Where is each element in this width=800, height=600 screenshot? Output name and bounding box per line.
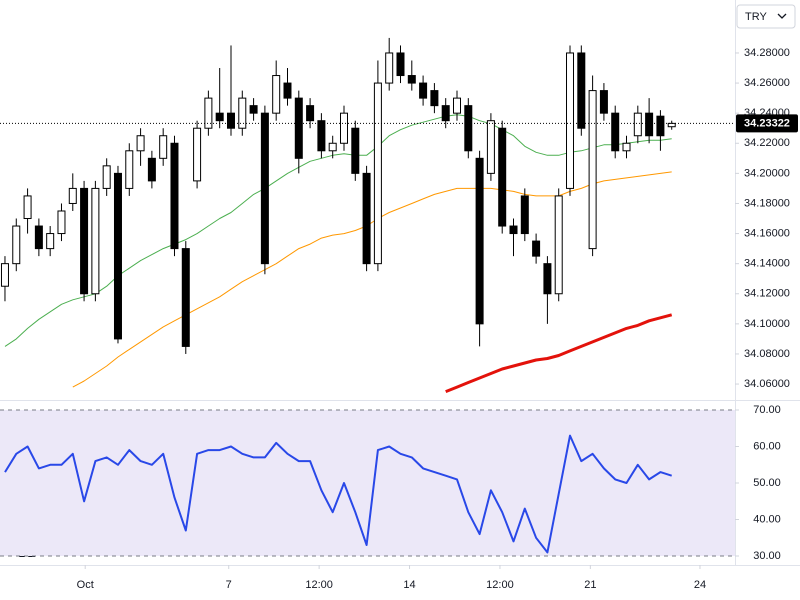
y-tick-label: 40.00 (753, 513, 781, 525)
candle-body (509, 225, 518, 235)
x-tick-label: 12:00 (305, 579, 333, 591)
x-tick-label: 12:00 (486, 579, 514, 591)
candle-body (294, 97, 303, 159)
candle-body (272, 75, 281, 114)
y-tick-label: 70.00 (753, 404, 781, 416)
candle-body (339, 112, 348, 144)
x-tick-label: 21 (584, 579, 596, 591)
candle-body (306, 105, 315, 122)
y-tick-label: 30.00 (753, 550, 781, 562)
candle-body (238, 97, 247, 129)
candle-body (656, 115, 665, 137)
candle-body (577, 52, 586, 129)
candle-body (204, 97, 213, 129)
candle-body (622, 142, 631, 152)
candle-body (566, 52, 575, 189)
y-tick-label: 34.16000 (744, 227, 790, 239)
candle-body (80, 187, 89, 295)
candle-body (23, 195, 32, 220)
candle-body (362, 172, 371, 265)
y-tick-label: 34.28000 (744, 47, 790, 59)
x-tick-label: 14 (403, 579, 415, 591)
candle-body (159, 135, 168, 159)
candle-body (543, 263, 552, 295)
candle-body (102, 165, 111, 189)
candle-body (373, 82, 382, 265)
chevron (777, 13, 787, 19)
currency-label[interactable]: TRY (745, 11, 767, 23)
y-tick-label: 34.22000 (744, 137, 790, 149)
candle-body (407, 75, 416, 84)
y-tick-label: 34.26000 (744, 77, 790, 89)
candle-body (645, 112, 654, 137)
y-tick-label: 34.08000 (744, 348, 790, 360)
candle-body (113, 172, 122, 340)
moving-average (445, 313, 673, 393)
candle-body (532, 240, 541, 257)
currency-select[interactable]: TRY (736, 4, 796, 29)
candle-body (328, 142, 337, 152)
candle-body (181, 248, 190, 347)
candle-body (599, 90, 608, 114)
candle-body (91, 187, 100, 295)
candle-body (554, 195, 563, 295)
candle-body (147, 157, 156, 182)
last-price-box (736, 114, 798, 133)
y-tick-label: 34.18000 (744, 197, 790, 209)
candle-body (667, 122, 676, 128)
candle-body (125, 150, 134, 189)
candle-body (633, 112, 642, 137)
candle-body (283, 82, 292, 99)
rsi-line (4, 434, 673, 554)
candle-body (520, 195, 529, 235)
candle-body (215, 112, 224, 122)
x-tick-label: 7 (226, 579, 232, 591)
candle-body (611, 112, 620, 152)
candle-body (193, 127, 202, 182)
candle-body (351, 127, 360, 174)
candle-body (0, 263, 9, 287)
y-tick-label: 34.14000 (744, 258, 790, 270)
y-tick-label: 50.00 (753, 477, 781, 489)
candle-body (475, 157, 484, 325)
moving-average (72, 171, 672, 388)
x-tick-label: 24 (694, 579, 706, 591)
x-tick-label: Oct (77, 579, 94, 591)
candle-body (464, 105, 473, 152)
candle-body (588, 90, 597, 250)
candle-body (12, 225, 21, 265)
candle-body (136, 135, 145, 152)
candle-body (385, 52, 394, 84)
candle-body (430, 90, 439, 107)
y-tick-label: 34.20000 (744, 167, 790, 179)
candle-body (453, 97, 462, 114)
y-tick-label: 34.12000 (744, 288, 790, 300)
candle-body (57, 210, 66, 235)
candle-body (441, 105, 450, 122)
candle-body (226, 112, 235, 129)
candle-body (317, 120, 326, 152)
candle-body (486, 120, 495, 174)
candle-body (396, 52, 405, 77)
currency-box[interactable] (736, 4, 796, 29)
candle-body (68, 187, 77, 204)
candle-body (260, 112, 269, 265)
candle-body (34, 225, 43, 250)
last-price-label: 34.23322 (744, 117, 790, 129)
candle-body (419, 82, 428, 99)
candle-body (249, 105, 258, 114)
y-tick-label: 60.00 (753, 440, 781, 452)
candle-body (46, 233, 55, 250)
candle-body (170, 142, 179, 250)
y-tick-label: 34.06000 (744, 378, 790, 390)
candle-body (498, 127, 507, 227)
y-tick-label: 34.10000 (744, 318, 790, 330)
